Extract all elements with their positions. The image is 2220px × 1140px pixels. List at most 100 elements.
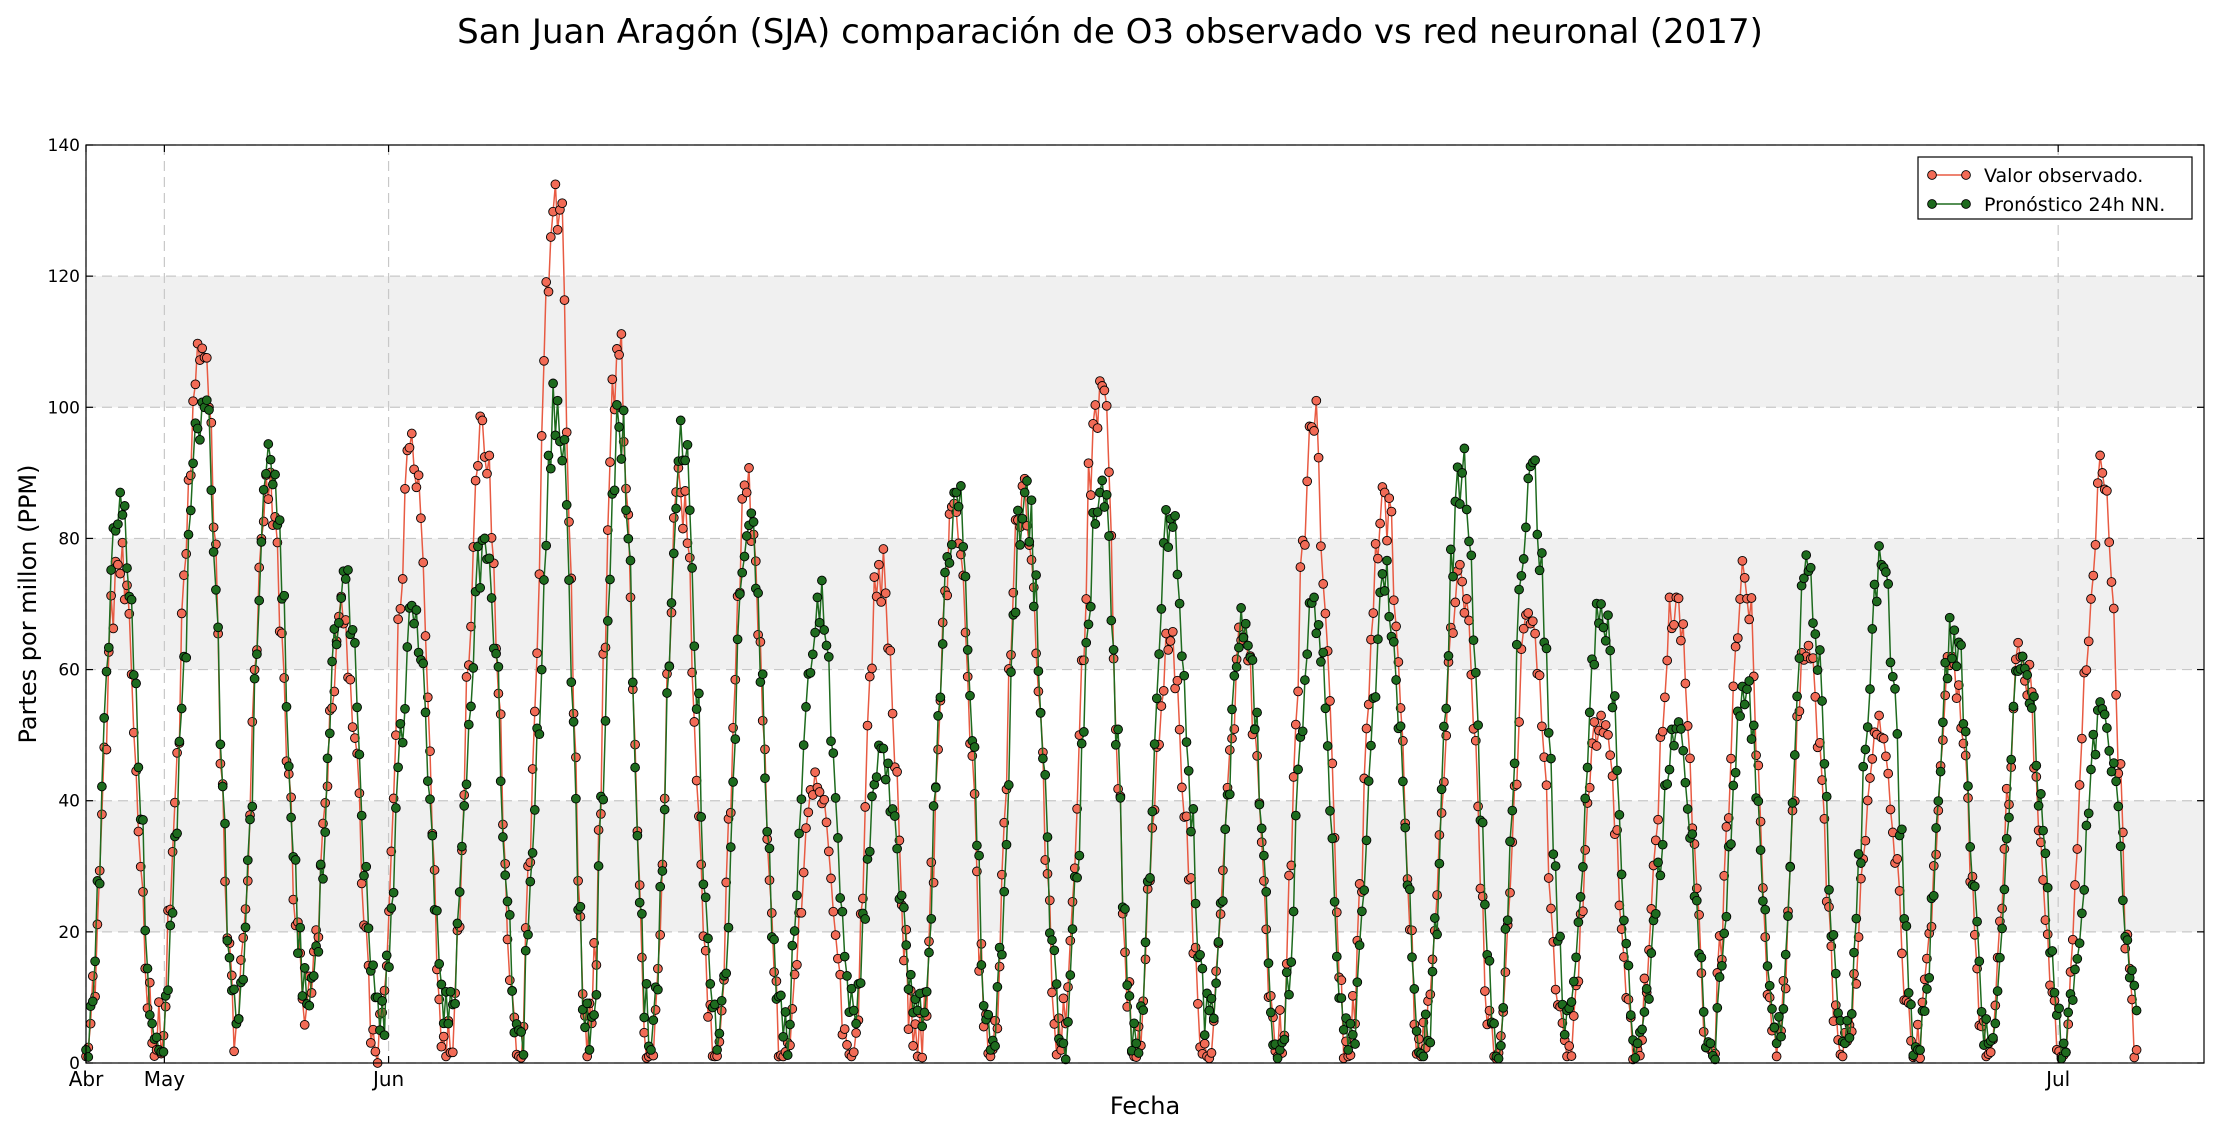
- forecast-point: [1106, 615, 1117, 626]
- observed-point: [885, 645, 896, 656]
- forecast-point: [1493, 1053, 1504, 1064]
- observed-point: [1931, 849, 1941, 860]
- observed-point: [1662, 655, 1673, 666]
- observed-point: [329, 686, 340, 697]
- observed-point: [819, 794, 830, 805]
- forecast-point: [655, 881, 666, 892]
- observed-point: [133, 826, 144, 837]
- observed-point: [1172, 675, 1183, 686]
- observed-point: [1500, 967, 1511, 978]
- forecast-point: [958, 541, 969, 552]
- observed-point: [1755, 816, 1766, 827]
- forecast-point: [536, 664, 547, 675]
- forecast-point: [612, 400, 622, 410]
- forecast-point: [94, 878, 105, 889]
- observed-point: [1568, 1011, 1579, 1021]
- observed-point: [1177, 782, 1187, 793]
- observed-point: [876, 597, 887, 607]
- observed-point: [559, 295, 570, 305]
- forecast-point: [848, 1005, 859, 1016]
- observed-point: [1753, 760, 1764, 771]
- forecast-point: [411, 605, 422, 615]
- observed-point: [1327, 758, 1338, 769]
- forecast-point: [1179, 670, 1190, 681]
- observed-point: [1156, 701, 1167, 711]
- observed-point: [2077, 733, 2087, 744]
- observed-point: [1473, 801, 1483, 812]
- forecast-point: [1710, 1054, 1720, 1065]
- forecast-point: [1120, 904, 1130, 914]
- forecast-point: [1514, 584, 1524, 595]
- forecast-point: [1154, 649, 1164, 659]
- forecast-point: [304, 1000, 315, 1011]
- observed-point: [2086, 594, 2096, 604]
- forecast-point: [921, 986, 932, 997]
- observed-point: [1395, 703, 1406, 713]
- forecast-point: [247, 801, 258, 812]
- observed-point: [370, 1046, 381, 1057]
- forecast-point: [1603, 610, 1613, 621]
- forecast-point: [1092, 507, 1103, 517]
- forecast-point: [956, 481, 966, 491]
- observed-point: [2095, 450, 2105, 461]
- forecast-point: [1600, 635, 1611, 646]
- forecast-point: [1794, 653, 1805, 664]
- observed-point: [536, 431, 547, 441]
- forecast-point: [864, 846, 875, 857]
- forecast-point: [334, 617, 344, 628]
- observed-point: [1566, 1051, 1577, 1061]
- forecast-point: [1361, 835, 1372, 846]
- forecast-point: [1960, 726, 1971, 737]
- observed-point: [1564, 1041, 1575, 1051]
- forecast-point: [1644, 994, 1654, 1004]
- forecast-point: [1249, 724, 1260, 735]
- observed-point: [1523, 608, 1534, 618]
- observed-point: [933, 744, 943, 755]
- observed-point: [306, 988, 317, 998]
- observed-point: [1163, 645, 1174, 655]
- forecast-point: [999, 886, 1010, 897]
- forecast-point: [833, 833, 843, 843]
- background-bands: [86, 276, 2204, 932]
- forecast-point: [1995, 952, 2005, 963]
- forecast-point: [805, 667, 816, 678]
- forecast-point: [1511, 639, 1522, 650]
- forecast-point: [350, 638, 360, 648]
- forecast-point: [201, 395, 212, 406]
- observed-point: [1878, 733, 1889, 744]
- forecast-point: [1632, 1038, 1643, 1049]
- y-tick-label: 40: [58, 792, 80, 812]
- observed-point: [545, 232, 556, 242]
- observed-point: [532, 648, 542, 659]
- forecast-point: [2038, 825, 2048, 836]
- forecast-point: [1001, 839, 1012, 850]
- observed-point: [1256, 837, 1267, 848]
- observed-point: [92, 919, 103, 930]
- observed-point: [1477, 891, 1488, 902]
- forecast-point: [1099, 502, 1110, 512]
- observed-point: [413, 470, 424, 481]
- forecast-point: [2040, 848, 2051, 859]
- forecast-point: [87, 996, 98, 1007]
- forecast-point: [238, 974, 249, 985]
- forecast-point: [1400, 822, 1411, 833]
- forecast-point: [2115, 841, 2126, 852]
- observed-point: [1721, 821, 1732, 832]
- forecast-point: [1256, 823, 1267, 834]
- forecast-point: [1691, 895, 1702, 906]
- forecast-point: [1085, 601, 1096, 612]
- forecast-point: [1398, 776, 1408, 787]
- forecast-point: [1566, 997, 1577, 1007]
- observed-point: [135, 861, 146, 872]
- observed-point: [299, 1019, 310, 1030]
- forecast-point: [828, 748, 839, 758]
- forecast-point: [924, 947, 934, 958]
- forecast-point: [1721, 911, 1732, 922]
- forecast-point: [151, 1032, 162, 1043]
- forecast-point: [1942, 673, 1953, 684]
- forecast-point: [527, 848, 538, 858]
- legend-box: [1917, 156, 2193, 220]
- forecast-point: [1186, 826, 1196, 837]
- observed-point: [2090, 539, 2101, 550]
- forecast-point: [821, 640, 832, 651]
